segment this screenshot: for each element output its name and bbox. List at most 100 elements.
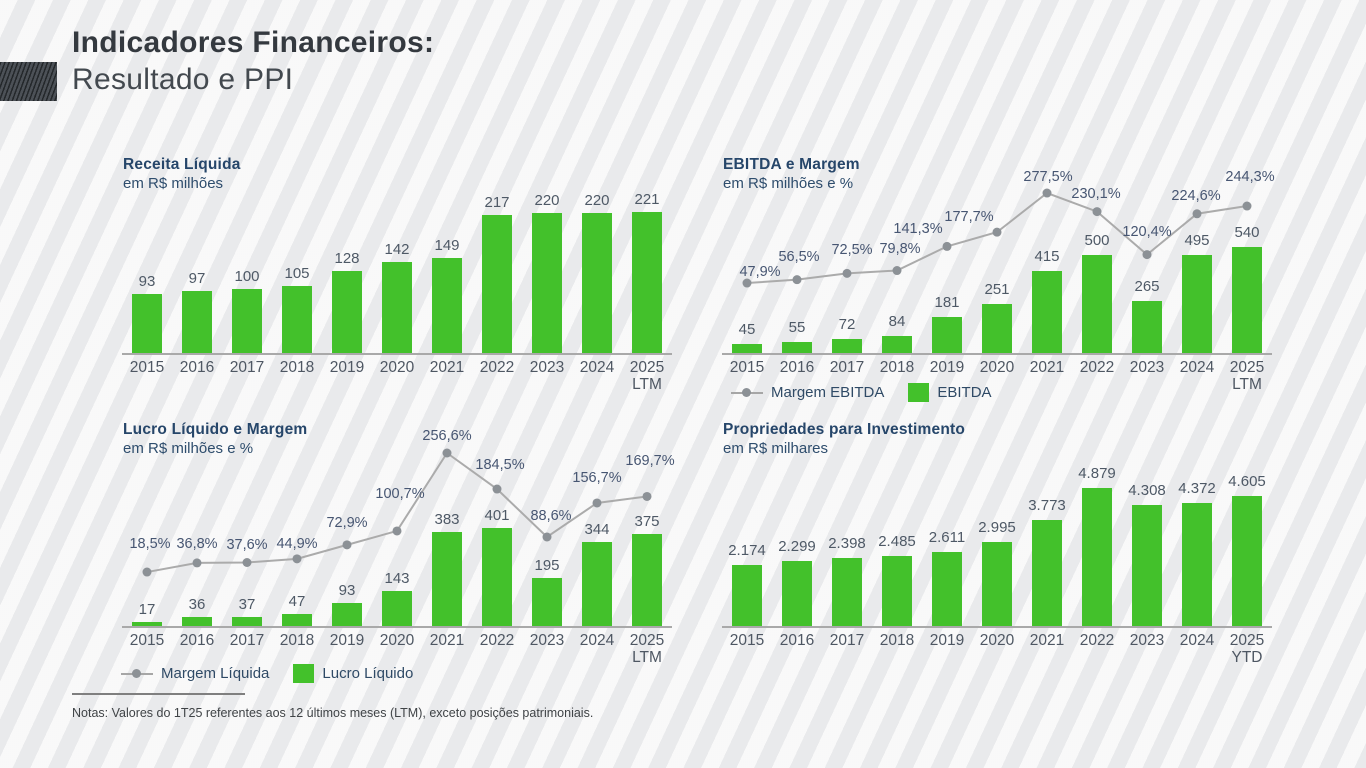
legend-line-marker-icon: [121, 668, 153, 679]
lucro-year-label: 2019: [329, 632, 365, 649]
ppi-bar-value-label: 2.995: [978, 518, 1016, 536]
ppi-bar: [732, 564, 762, 626]
ebitda-bar: [1032, 271, 1062, 353]
lucro-year-label: 2015: [129, 632, 165, 649]
axis-line-ppi: [722, 626, 1272, 628]
receita-bar-value-label: 149: [434, 236, 460, 254]
ppi-year-label: 2016: [779, 632, 815, 649]
ebitda-line-marker: [842, 268, 852, 278]
ebitda-bar-value-label: 45: [738, 321, 756, 339]
ppi-year-label: 2017: [829, 632, 865, 649]
lucro-bar: [582, 541, 612, 626]
legend-label-lucro-l-quido: Lucro Líquido: [322, 665, 414, 682]
lucro-line-marker: [242, 558, 252, 567]
lucro-margin-value-label: 156,7%: [572, 469, 622, 486]
ppi-bar: [1232, 496, 1262, 626]
lucro-line-marker: [342, 540, 352, 550]
ebitda-bar-value-label: 265: [1134, 277, 1160, 295]
receita-bar: [432, 257, 462, 353]
lucro-line-marker: [142, 567, 152, 577]
receita-bar-value-label: 217: [484, 193, 510, 211]
receita-bar: [332, 271, 362, 353]
lucro-bar-value-label: 375: [634, 513, 660, 531]
ppi-year-label: 2022: [1079, 632, 1115, 649]
chart-subtitle-receita: em R$ milhões: [123, 175, 224, 192]
ebitda-bar: [1182, 255, 1212, 353]
lucro-year-suffix-label: LTM: [632, 649, 662, 666]
receita-year-label: 2017: [229, 359, 265, 376]
ppi-year-label: 2025: [1229, 632, 1265, 649]
lucro-year-label: 2021: [429, 632, 465, 649]
ebitda-year-label: 2021: [1029, 359, 1065, 376]
ebitda-margin-value-label: 141,3%: [893, 221, 943, 238]
lucro-bar-value-label: 37: [238, 595, 256, 613]
chart-title-lucro: Lucro Líquido e Margem: [123, 421, 308, 438]
ebitda-line-marker: [1242, 201, 1252, 211]
ebitda-year-label: 2015: [729, 359, 765, 376]
lucro-bar-value-label: 17: [138, 600, 156, 618]
ebitda-year-label: 2023: [1129, 359, 1165, 376]
lucro-bar-value-label: 47: [288, 593, 306, 611]
legend-label-ebitda: EBITDA: [937, 384, 992, 401]
receita-bar: [282, 286, 312, 353]
receita-bar: [482, 214, 512, 353]
ppi-year-label: 2023: [1129, 632, 1165, 649]
lucro-margin-value-label: 18,5%: [129, 536, 171, 553]
ppi-year-suffix-label: YTD: [1231, 649, 1263, 666]
ebitda-margin-value-label: 230,1%: [1071, 185, 1121, 202]
ebitda-year-label: 2016: [779, 359, 815, 376]
lucro-line-marker: [592, 498, 602, 508]
ebitda-bar-value-label: 84: [888, 313, 906, 331]
ebitda-year-label: 2019: [929, 359, 965, 376]
ebitda-bar: [982, 303, 1012, 353]
receita-bar: [532, 212, 562, 353]
receita-bar: [132, 293, 162, 353]
lucro-bar: [632, 534, 662, 626]
lucro-line-marker: [542, 532, 552, 542]
ebitda-margin-value-label: 224,6%: [1171, 187, 1221, 204]
ppi-bar: [1032, 519, 1062, 626]
ebitda-bar-value-label: 72: [838, 315, 856, 333]
lucro-margin-value-label: 100,7%: [375, 485, 425, 502]
ebitda-bar: [932, 317, 962, 353]
receita-bar-value-label: 220: [534, 191, 560, 209]
ppi-bar-value-label: 4.605: [1228, 473, 1266, 491]
receita-bar-value-label: 105: [284, 265, 310, 282]
ebitda-margin-value-label: 56,5%: [778, 248, 820, 265]
ebitda-bar: [1132, 300, 1162, 353]
ebitda-line-marker: [892, 266, 902, 276]
ebitda-bar: [882, 336, 912, 353]
axis-line-ebitda: [722, 353, 1272, 355]
lucro-margin-value-label: 88,6%: [530, 508, 572, 524]
receita-bar-value-label: 221: [634, 191, 660, 208]
ppi-bar-value-label: 2.299: [778, 538, 816, 556]
ebitda-year-suffix-label: LTM: [1232, 376, 1262, 393]
ebitda-line-marker: [1092, 207, 1102, 217]
ebitda-bar-value-label: 540: [1234, 223, 1260, 241]
lucro-year-label: 2017: [229, 632, 265, 649]
title-accent-hatch-block: [0, 62, 57, 101]
receita-year-suffix-label: LTM: [632, 376, 662, 393]
ebitda-margin-value-label: 72,5%: [831, 242, 873, 259]
receita-bar-value-label: 220: [584, 191, 610, 209]
lucro-line-marker: [192, 558, 202, 568]
axis-line-receita: [122, 353, 672, 355]
ebitda-bar-value-label: 415: [1034, 248, 1060, 266]
ebitda-line-marker: [942, 241, 952, 251]
lucro-margin-value-label: 44,9%: [276, 535, 318, 552]
lucro-margin-value-label: 36,8%: [176, 535, 218, 552]
ppi-bar: [832, 558, 862, 626]
ebitda-bar: [1082, 254, 1112, 353]
lucro-bar-value-label: 195: [534, 557, 560, 575]
slide-subtitle: Resultado e PPI: [72, 63, 294, 96]
lucro-bar: [482, 527, 512, 626]
ppi-bar: [1132, 504, 1162, 626]
receita-year-label: 2015: [129, 359, 165, 376]
lucro-line-marker: [292, 554, 302, 564]
lucro-bar-value-label: 93: [338, 582, 356, 600]
receita-year-label: 2023: [529, 359, 565, 376]
ebitda-bar: [732, 344, 762, 353]
lucro-bar: [432, 532, 462, 626]
ppi-bar: [782, 561, 812, 626]
lucro-bar-value-label: 36: [188, 596, 206, 614]
